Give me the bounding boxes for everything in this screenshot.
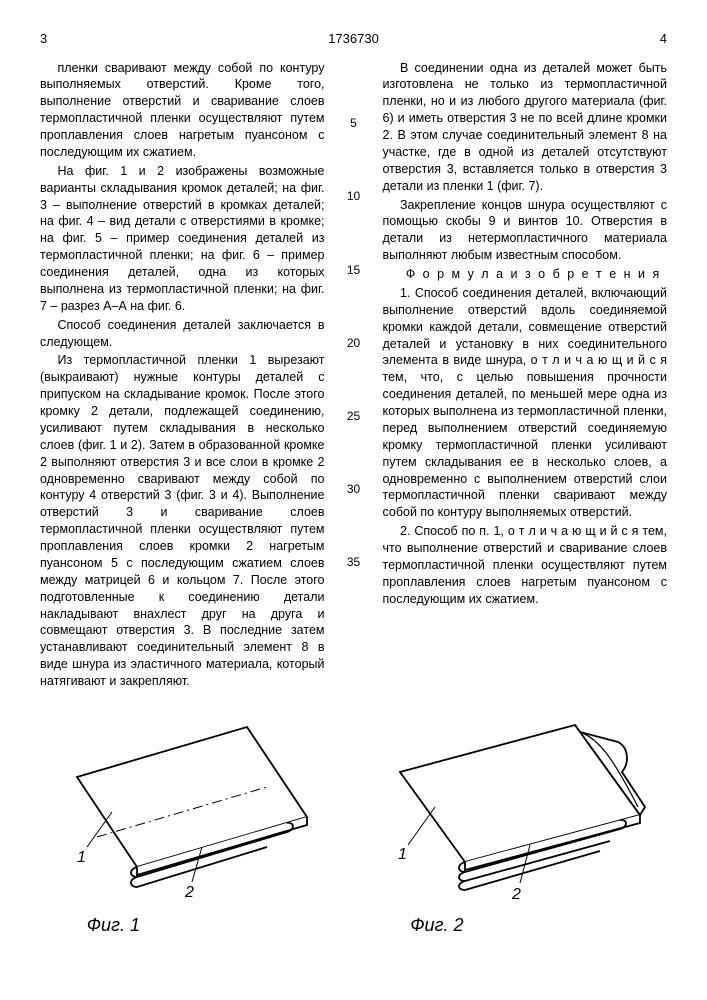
claim: 1. Способ соединения деталей, включающий… (383, 285, 668, 521)
claim: 2. Способ по п. 1, о т л и ч а ю щ и й с… (383, 523, 668, 607)
fig1-label-2: 2 (184, 884, 194, 901)
page-right: 4 (660, 30, 667, 48)
fig2-svg: 1 2 (380, 717, 650, 907)
right-column: В соединении одна из деталей может быть … (383, 60, 668, 692)
fig2-label-2: 2 (511, 886, 521, 903)
para: Способ соединения деталей заключается в … (40, 317, 325, 351)
fig2-label-1: 1 (398, 846, 407, 863)
figure-1: 1 2 Фиг. 1 (57, 717, 317, 937)
line-numbers: 5 10 15 20 25 30 35 (345, 60, 363, 692)
line-num: 20 (345, 307, 363, 380)
para: На фиг. 1 и 2 изображены возможные вариа… (40, 163, 325, 315)
page-left: 3 (40, 30, 47, 48)
page-header: 3 1736730 4 (40, 30, 667, 48)
line-num: 35 (345, 526, 363, 599)
line-num: 25 (345, 380, 363, 453)
figures-row: 1 2 Фиг. 1 1 2 Фиг. 2 (40, 717, 667, 937)
line-num: 30 (345, 453, 363, 526)
fig1-caption: Фиг. 1 (87, 913, 317, 937)
line-num: 10 (345, 160, 363, 233)
fig2-caption: Фиг. 2 (410, 913, 650, 937)
fig1-label-1: 1 (77, 849, 86, 866)
claims-title: Ф о р м у л а и з о б р е т е н и я (383, 266, 668, 283)
figure-2: 1 2 Фиг. 2 (380, 717, 650, 937)
line-num: 5 (345, 87, 363, 160)
patent-number: 1736730 (328, 30, 379, 48)
line-num: 15 (345, 234, 363, 307)
left-column: пленки сваривают между собой по контуру … (40, 60, 325, 692)
para: Закрепление концов шнура осуществляют с … (383, 197, 668, 265)
text-columns: пленки сваривают между собой по контуру … (40, 60, 667, 692)
fig1-svg: 1 2 (57, 717, 317, 907)
para: Из термопластичной пленки 1 вырезают (вы… (40, 352, 325, 690)
para: В соединении одна из деталей может быть … (383, 60, 668, 195)
para: пленки сваривают между собой по контуру … (40, 60, 325, 161)
